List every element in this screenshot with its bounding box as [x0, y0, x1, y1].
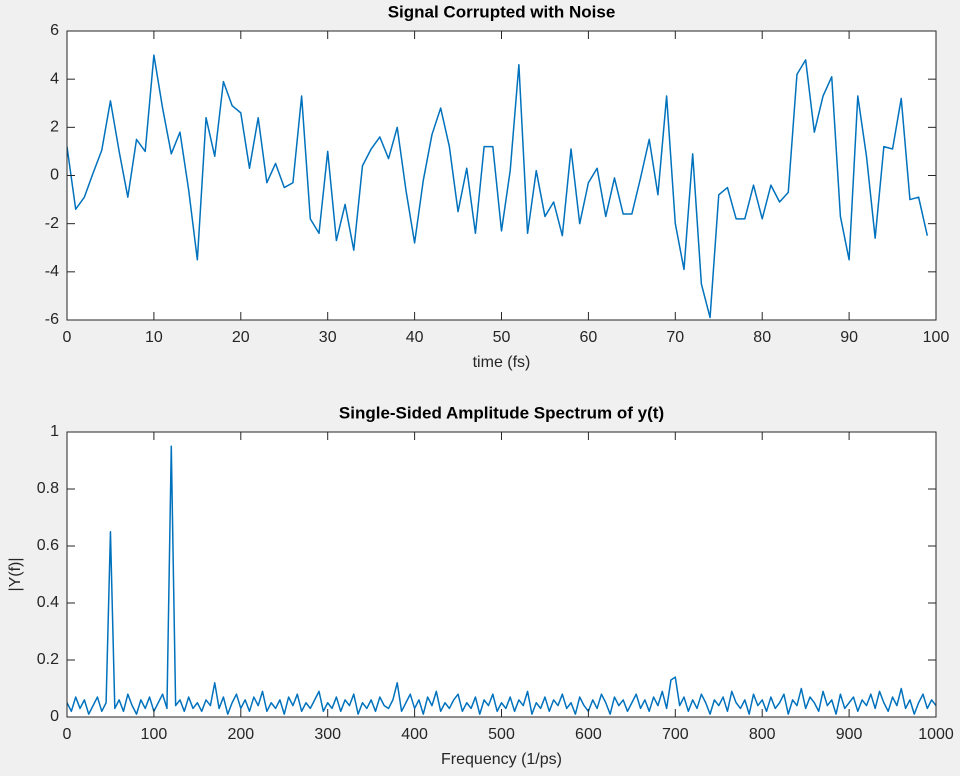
y-tick-label: 0.2 [37, 651, 59, 668]
y-tick-label: 1 [50, 423, 59, 440]
x-tick-label: 70 [666, 329, 684, 346]
x-tick-label: 900 [836, 726, 863, 743]
x-tick-label: 60 [580, 329, 598, 346]
y-tick-label: 4 [50, 70, 59, 87]
x-tick-label: 600 [575, 726, 602, 743]
x-tick-label: 30 [319, 329, 337, 346]
x-axis-label: Frequency (1/ps) [441, 751, 562, 768]
x-tick-label: 10 [145, 329, 163, 346]
plot-area [67, 432, 936, 717]
chart-title: Signal Corrupted with Noise [388, 2, 616, 21]
y-axis-label: |Y(f)| [7, 557, 24, 591]
y-tick-label: 0 [50, 708, 59, 725]
x-tick-label: 0 [63, 726, 72, 743]
data-line [67, 54, 929, 319]
x-tick-label: 20 [232, 329, 250, 346]
y-tick-label: 0.4 [37, 594, 59, 611]
y-tick-label: -6 [45, 311, 59, 328]
y-tick-label: 0.6 [37, 537, 59, 554]
chart-title: Single-Sided Amplitude Spectrum of y(t) [339, 403, 664, 422]
y-tick-label: -4 [45, 263, 59, 280]
x-tick-label: 400 [401, 726, 428, 743]
x-tick-label: 40 [406, 329, 424, 346]
y-tick-label: 2 [50, 119, 59, 136]
x-tick-label: 90 [840, 329, 858, 346]
x-tick-label: 100 [141, 726, 168, 743]
x-tick-label: 700 [662, 726, 689, 743]
x-tick-label: 50 [493, 329, 511, 346]
x-tick-label: 100 [923, 329, 950, 346]
x-tick-label: 0 [63, 329, 72, 346]
x-axis-label: time (fs) [473, 354, 531, 371]
x-tick-label: 80 [753, 329, 771, 346]
x-tick-label: 1000 [918, 726, 954, 743]
x-tick-label: 800 [749, 726, 776, 743]
x-tick-label: 300 [314, 726, 341, 743]
data-line [67, 445, 936, 715]
y-tick-label: -2 [45, 215, 59, 232]
x-tick-label: 200 [227, 726, 254, 743]
x-tick-label: 500 [488, 726, 515, 743]
y-tick-label: 0 [50, 167, 59, 184]
y-tick-label: 0.8 [37, 480, 59, 497]
plot-area [67, 31, 936, 320]
y-tick-label: 6 [50, 22, 59, 39]
